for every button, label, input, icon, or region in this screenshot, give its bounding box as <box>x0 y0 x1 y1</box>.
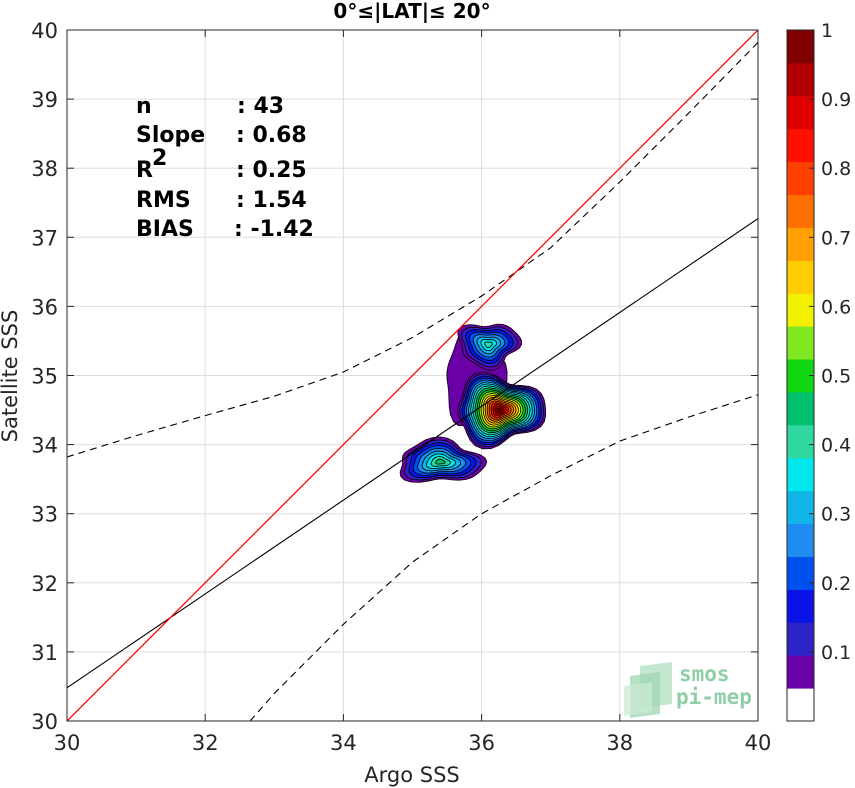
axis-ticks: 30 32 34 36 38 40 30 31 32 33 34 35 36 37 38 39 40 <box>31 19 771 755</box>
regression-line <box>67 218 758 689</box>
colorbar-segment <box>787 260 814 294</box>
stat-value: : 43 <box>237 94 284 119</box>
y-tick-label: 30 <box>31 710 58 734</box>
x-axis-label: Argo SSS <box>364 763 459 787</box>
colorbar-segment <box>787 688 814 722</box>
colorbar-segment <box>787 457 814 492</box>
stat-name: n <box>136 94 152 119</box>
x-tick-label: 34 <box>330 731 357 755</box>
colorbar-label: 0.5 <box>821 366 851 388</box>
density-contour-level <box>484 341 494 348</box>
stat-name: BIAS <box>136 217 194 242</box>
y-tick-label: 32 <box>31 572 58 596</box>
y-tick-label: 38 <box>31 157 58 181</box>
colorbar-segment <box>787 62 814 97</box>
colorbar-label: 0.4 <box>821 435 851 457</box>
watermark-line1: smos <box>679 662 730 686</box>
y-tick-label: 37 <box>31 226 58 250</box>
x-tick-label: 36 <box>468 731 495 755</box>
colorbar-label: 0.6 <box>821 296 851 318</box>
colorbar-segment <box>787 655 814 689</box>
stat-value: : 1.54 <box>236 188 307 213</box>
stat-value: : 0.68 <box>236 123 307 148</box>
colorbar-label: 0.9 <box>821 89 851 111</box>
identity-line <box>67 30 758 721</box>
colorbar-segment <box>787 95 814 130</box>
chart-title: 0°≤|LAT|≤ 20° <box>333 0 490 23</box>
x-tick-label: 40 <box>745 731 772 755</box>
colorbar-label: 0.7 <box>821 227 851 249</box>
y-tick-label: 34 <box>31 434 58 458</box>
smos-pimep-watermark: smos pi-mep <box>624 662 752 718</box>
stats-box: n : 43 Slope : 0.68 R 2 : 0.25 RMS : 1.54 BIAS : -… <box>136 94 314 242</box>
colorbar-segment <box>787 490 814 525</box>
colorbar-segment <box>787 30 814 64</box>
x-tick-label: 30 <box>54 731 81 755</box>
colorbar: 0.1 0.2 0.3 0.4 0.5 0.6 0.7 0.8 0.9 1 <box>786 20 851 722</box>
colorbar-segment <box>787 161 814 196</box>
colorbar-segment <box>787 391 814 426</box>
upper-confidence-line <box>67 42 758 458</box>
stat-value: : -1.42 <box>234 217 314 242</box>
colorbar-label: 0.2 <box>821 573 851 595</box>
stat-value: : 0.25 <box>236 158 307 183</box>
colorbar-segment <box>787 424 814 459</box>
colorbar-segment <box>787 589 814 623</box>
stat-name: RMS <box>136 188 191 213</box>
colorbar-segment <box>787 293 814 327</box>
y-tick-label: 39 <box>31 88 58 112</box>
y-tick-label: 35 <box>31 365 58 389</box>
fit-lines <box>67 30 758 721</box>
colorbar-segment <box>787 556 814 590</box>
y-tick-label: 36 <box>31 295 58 319</box>
y-tick-label: 33 <box>31 503 58 527</box>
colorbar-segment <box>787 194 814 228</box>
colorbar-segment <box>787 523 814 557</box>
y-tick-label: 31 <box>31 641 58 665</box>
x-tick-label: 38 <box>606 731 633 755</box>
watermark-logo-icon <box>624 662 672 718</box>
stat-superscript: 2 <box>152 146 167 171</box>
density-contour-level <box>435 458 446 465</box>
watermark-line2: pi-mep <box>676 685 752 709</box>
lower-confidence-line <box>249 394 758 721</box>
colorbar-segment <box>787 622 814 656</box>
stat-name: R <box>136 158 153 183</box>
colorbar-segment <box>787 326 814 360</box>
colorbar-label: 0.1 <box>821 642 851 664</box>
density-contour-level <box>496 407 502 413</box>
x-tick-label: 32 <box>192 731 219 755</box>
colorbar-label: 0.8 <box>821 158 851 180</box>
density-contours <box>399 323 546 483</box>
colorbar-label: 1 <box>821 20 833 42</box>
colorbar-segment <box>787 227 814 261</box>
colorbar-label: 0.3 <box>821 504 851 526</box>
stat-name: Slope <box>136 123 205 148</box>
y-axis-label: Satellite SSS <box>0 310 22 443</box>
y-tick-label: 40 <box>31 19 58 43</box>
colorbar-segment <box>787 128 814 163</box>
